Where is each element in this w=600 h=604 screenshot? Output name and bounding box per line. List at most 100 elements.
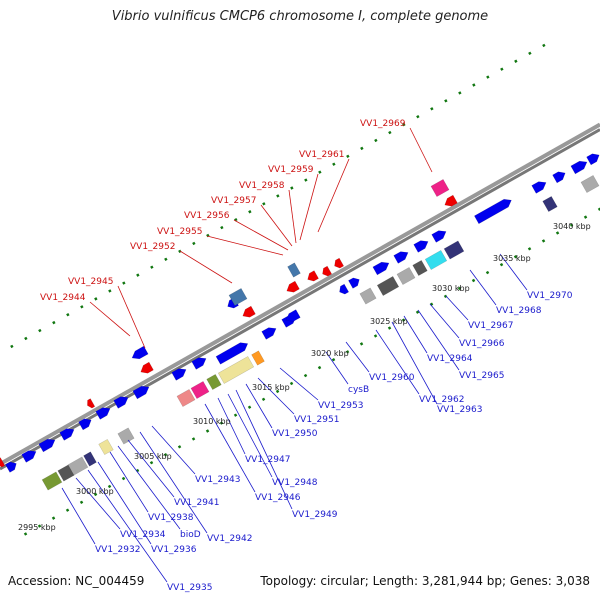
gene-label-bottom[interactable]: VV1_2943: [195, 475, 240, 485]
gene-label-bottom[interactable]: VV1_2935: [167, 583, 212, 593]
gene-label-top[interactable]: VV1_2957: [211, 196, 256, 206]
feature-box: [228, 287, 248, 307]
gene-label-bottom[interactable]: VV1_2938: [148, 513, 194, 523]
feature-box: [580, 174, 600, 194]
tick-mark-upper: [444, 99, 448, 103]
forward-gene-arrow: [132, 385, 150, 400]
tick-mark-upper: [192, 241, 196, 246]
gene-label-bottom[interactable]: VV1_2960: [369, 373, 415, 383]
gene-label-bottom[interactable]: VV1_2934: [120, 530, 166, 540]
reverse-gene-arrow: [0, 457, 6, 468]
feature-box: [412, 259, 428, 277]
gene-label-bottom[interactable]: cysB: [348, 385, 369, 395]
tick-mark-lower: [205, 429, 210, 433]
forward-gene-arrow-shape: [285, 309, 301, 322]
feature-box-shape: [176, 388, 196, 408]
forward-gene-arrow-shape: [95, 407, 111, 420]
feature-box-shape: [83, 451, 97, 467]
gene-label-bottom[interactable]: VV1_2953: [318, 401, 363, 411]
tick-mark-lower: [177, 445, 182, 449]
reverse-gene-arrow-shape: [242, 305, 256, 318]
reverse-gene-arrow: [286, 280, 300, 293]
label-leader-line: [288, 189, 297, 244]
gene-label-top[interactable]: VV1_2945: [68, 277, 113, 287]
forward-gene-arrow-shape: [21, 450, 37, 463]
label-leader-line: [245, 383, 273, 429]
gene-label-top[interactable]: VV1_2956: [184, 211, 230, 221]
gene-label-top[interactable]: VV1_2959: [268, 165, 314, 175]
feature-box: [542, 195, 558, 213]
label-leader-line: [391, 321, 438, 405]
gene-label-bottom[interactable]: VV1_2949: [292, 510, 338, 520]
gene-label-bottom[interactable]: VV1_2967: [468, 321, 513, 331]
label-leader-line: [127, 439, 175, 498]
forward-gene-arrow: [113, 396, 129, 409]
label-leader-line: [109, 451, 149, 513]
gene-label-bottom[interactable]: VV1_2968: [496, 306, 542, 316]
tick-mark-upper: [458, 91, 462, 95]
gene-label-bottom[interactable]: VV1_2966: [459, 339, 505, 349]
gene-label-bottom[interactable]: VV1_2941: [174, 498, 219, 508]
label-leader-line: [325, 351, 349, 385]
gene-label-top[interactable]: VV1_2958: [239, 181, 285, 191]
tick-mark-lower: [583, 215, 588, 219]
reverse-gene-arrow: [242, 305, 256, 318]
gene-label-bottom[interactable]: VV1_2965: [459, 371, 504, 381]
tick-mark-lower: [219, 421, 224, 425]
forward-gene-arrow-shape: [78, 418, 92, 431]
tick-mark-upper: [136, 273, 140, 277]
tick-mark-upper: [24, 336, 28, 341]
gene-label-bottom[interactable]: VV1_2964: [427, 354, 473, 364]
gene-label-bottom[interactable]: VV1_2932: [95, 545, 140, 555]
gene-label-bottom[interactable]: VV1_2947: [245, 455, 290, 465]
label-leader-line: [235, 389, 293, 510]
forward-gene-arrow: [586, 153, 600, 166]
forward-gene-arrow: [38, 438, 56, 453]
gene-label-bottom[interactable]: VV1_2970: [527, 291, 573, 301]
reverse-gene-arrow: [444, 194, 458, 207]
label-leader-line: [279, 367, 319, 401]
label-leader-line: [89, 301, 131, 337]
label-leader-line: [206, 235, 284, 256]
forward-gene-arrow: [413, 240, 429, 253]
label-leader-line: [233, 219, 289, 251]
gene-label-bottom[interactable]: VV1_2948: [272, 478, 318, 488]
kbp-tick-label: 3015 kbp: [252, 383, 290, 392]
gene-label-bottom[interactable]: bioD: [180, 530, 201, 540]
tick-mark-lower: [387, 326, 392, 330]
gene-label-top[interactable]: VV1_2952: [130, 242, 175, 252]
feature-box: [67, 456, 89, 476]
gene-label-bottom[interactable]: VV1_2962: [419, 395, 464, 405]
gene-label-bottom[interactable]: VV1_2936: [151, 545, 197, 555]
gene-label-top[interactable]: VV1_2944: [40, 293, 86, 303]
label-leader-line: [260, 204, 293, 247]
forward-gene-arrow: [215, 342, 249, 365]
forward-gene-arrow-shape: [339, 283, 350, 295]
gene-label-bottom[interactable]: VV1_2963: [437, 405, 482, 415]
reverse-gene-arrow-shape: [307, 270, 319, 282]
tick-mark-upper: [542, 43, 546, 48]
feature-box-shape: [67, 456, 89, 476]
feature-box: [443, 240, 465, 260]
gene-label-bottom[interactable]: VV1_2951: [294, 415, 339, 425]
gene-label-bottom[interactable]: VV1_2946: [255, 493, 301, 503]
forward-gene-arrow-shape: [531, 181, 547, 194]
tick-mark-upper: [220, 225, 224, 230]
feature-box-shape: [443, 240, 465, 260]
feature-box-shape: [57, 464, 75, 482]
feature-box-shape: [217, 356, 255, 384]
forward-gene-arrow: [570, 160, 588, 175]
label-leader-line: [317, 158, 350, 233]
gene-label-bottom[interactable]: VV1_2942: [207, 534, 252, 544]
gene-label-bottom[interactable]: VV1_2950: [272, 429, 318, 439]
gene-label-top[interactable]: VV1_2955: [157, 227, 202, 237]
gene-label-top[interactable]: VV1_2969: [360, 119, 406, 129]
feature-box-shape: [542, 195, 558, 213]
reverse-gene-arrow: [140, 361, 154, 374]
tick-mark-upper: [80, 305, 84, 309]
tick-mark-lower: [247, 405, 252, 409]
label-leader-line: [227, 393, 273, 478]
gene-label-top[interactable]: VV1_2961: [299, 150, 344, 160]
tick-mark-lower: [93, 492, 98, 497]
